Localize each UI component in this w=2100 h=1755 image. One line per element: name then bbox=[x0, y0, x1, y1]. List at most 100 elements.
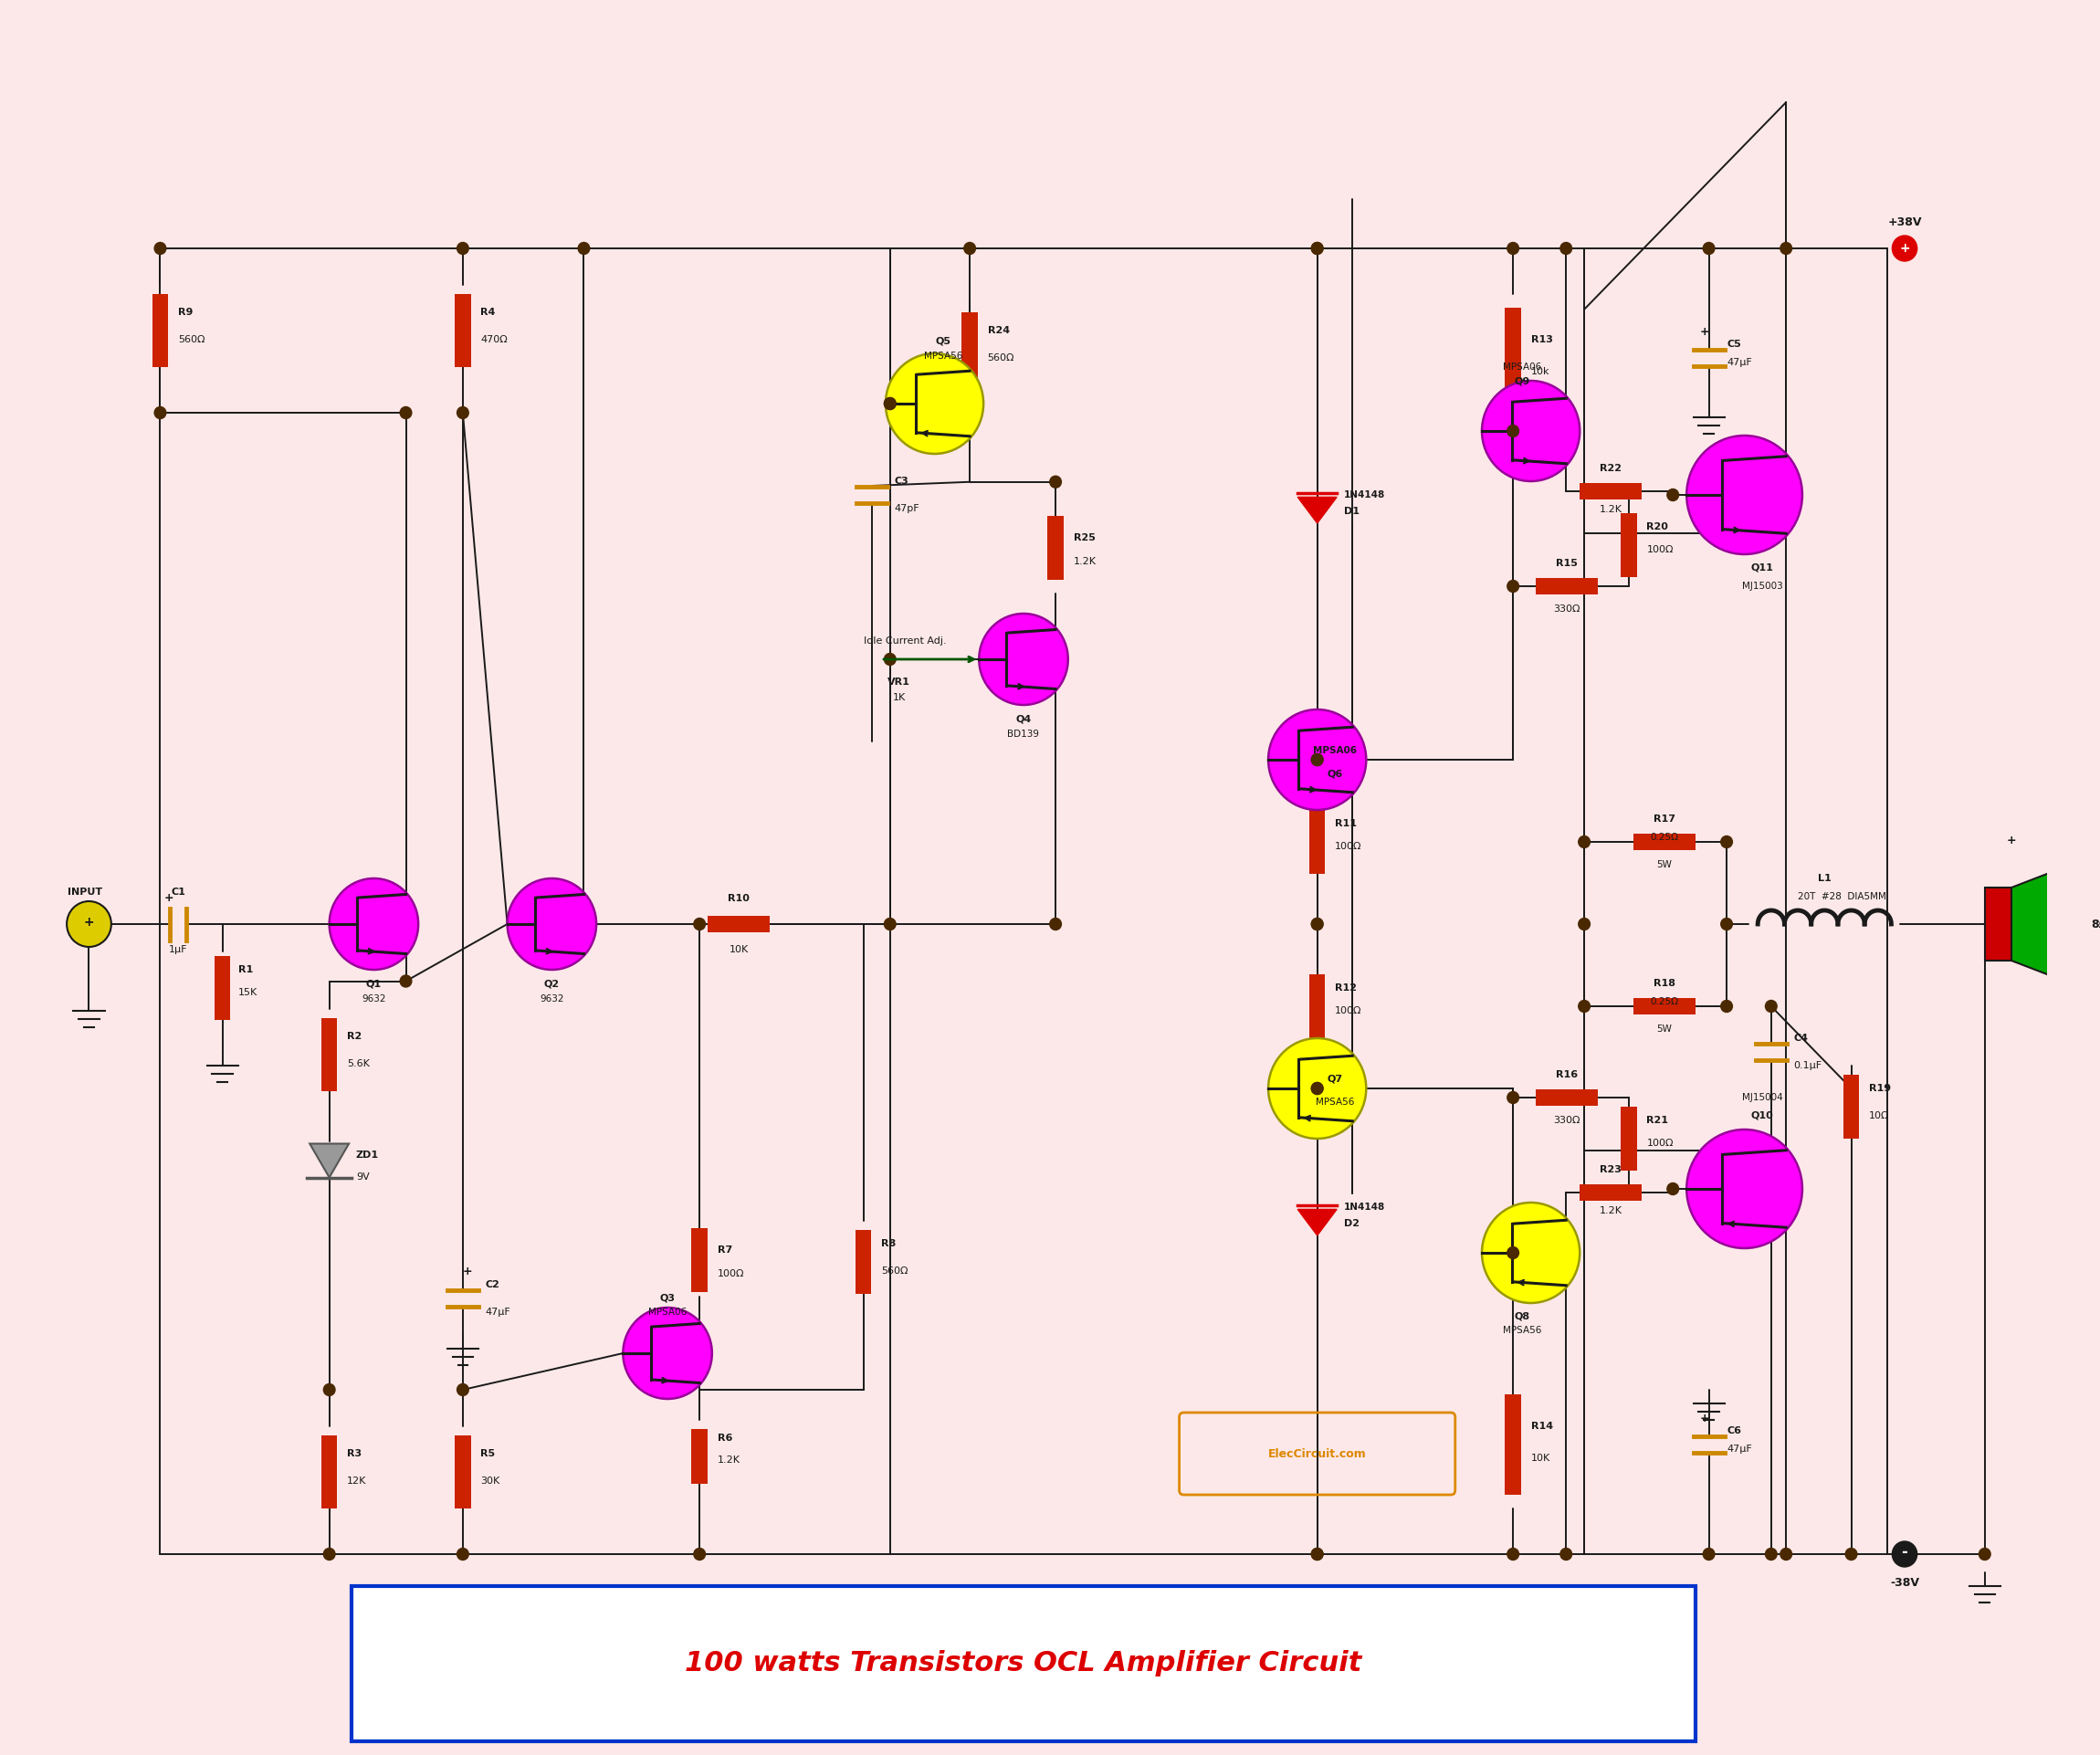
Circle shape bbox=[1508, 1246, 1518, 1258]
Text: 1.2K: 1.2K bbox=[1073, 556, 1096, 565]
Circle shape bbox=[1508, 1548, 1518, 1560]
Circle shape bbox=[458, 407, 468, 419]
Circle shape bbox=[1667, 490, 1678, 500]
Text: 10K: 10K bbox=[729, 946, 748, 955]
Circle shape bbox=[886, 353, 983, 455]
Text: C3: C3 bbox=[895, 477, 909, 486]
Text: 100 watts Transistors OCL Amplifier Circuit: 100 watts Transistors OCL Amplifier Circ… bbox=[685, 1650, 1363, 1678]
Polygon shape bbox=[1298, 497, 1338, 523]
Circle shape bbox=[458, 1548, 468, 1560]
Text: C4: C4 bbox=[1793, 1034, 1808, 1042]
Bar bbox=[691, 1429, 708, 1483]
Bar bbox=[1984, 888, 2012, 960]
Text: R10: R10 bbox=[729, 893, 750, 904]
Bar bbox=[1535, 1090, 1598, 1106]
Circle shape bbox=[693, 1548, 706, 1560]
Bar bbox=[321, 1436, 338, 1509]
Text: 47μF: 47μF bbox=[1726, 1444, 1751, 1453]
Circle shape bbox=[1310, 755, 1323, 765]
Circle shape bbox=[1686, 1130, 1802, 1248]
Circle shape bbox=[884, 398, 897, 409]
Text: 1K: 1K bbox=[892, 693, 905, 702]
Text: R12: R12 bbox=[1336, 983, 1357, 993]
Circle shape bbox=[1720, 918, 1732, 930]
Text: R7: R7 bbox=[718, 1246, 733, 1255]
Text: MPSA06: MPSA06 bbox=[1312, 746, 1357, 755]
Text: D2: D2 bbox=[1344, 1220, 1359, 1228]
Circle shape bbox=[1508, 242, 1518, 254]
Text: R20: R20 bbox=[1646, 523, 1667, 532]
Circle shape bbox=[401, 407, 412, 419]
Text: 1.2K: 1.2K bbox=[1600, 1206, 1621, 1216]
Text: 1.2K: 1.2K bbox=[1600, 505, 1621, 514]
Circle shape bbox=[1560, 1548, 1573, 1560]
Circle shape bbox=[1268, 709, 1367, 809]
Circle shape bbox=[155, 242, 166, 254]
Circle shape bbox=[1310, 755, 1323, 765]
Text: 100Ω: 100Ω bbox=[1646, 546, 1674, 555]
Text: Q2: Q2 bbox=[544, 979, 559, 988]
Text: R6: R6 bbox=[718, 1434, 733, 1443]
Text: R2: R2 bbox=[346, 1032, 361, 1041]
Text: +: + bbox=[1699, 1413, 1709, 1425]
Text: 9V: 9V bbox=[357, 1172, 370, 1183]
Text: 330Ω: 330Ω bbox=[1554, 1116, 1579, 1125]
Text: BD139: BD139 bbox=[1008, 730, 1040, 739]
Text: 15K: 15K bbox=[239, 988, 258, 997]
Circle shape bbox=[323, 1385, 336, 1395]
Text: +: + bbox=[2008, 835, 2016, 846]
Text: C6: C6 bbox=[1726, 1427, 1741, 1436]
Text: R1: R1 bbox=[239, 965, 254, 974]
FancyBboxPatch shape bbox=[351, 1587, 1695, 1741]
Circle shape bbox=[1781, 242, 1791, 254]
Text: +: + bbox=[164, 892, 174, 904]
Text: 9632: 9632 bbox=[540, 995, 565, 1004]
Text: 10k: 10k bbox=[1531, 367, 1550, 376]
Text: ZD1: ZD1 bbox=[357, 1150, 378, 1160]
Text: ElecCircuit.com: ElecCircuit.com bbox=[1476, 1629, 1586, 1643]
Text: C1: C1 bbox=[170, 888, 185, 897]
Text: Q7: Q7 bbox=[1327, 1074, 1342, 1085]
Text: R3: R3 bbox=[346, 1450, 361, 1458]
Text: 1N4148: 1N4148 bbox=[1344, 490, 1386, 500]
Circle shape bbox=[1703, 242, 1714, 254]
Text: R8: R8 bbox=[882, 1239, 897, 1248]
Text: 0.1μF: 0.1μF bbox=[1793, 1062, 1823, 1071]
Circle shape bbox=[1310, 918, 1323, 930]
Text: Q4: Q4 bbox=[1016, 714, 1031, 723]
Circle shape bbox=[1686, 435, 1802, 555]
Circle shape bbox=[1892, 235, 1917, 261]
Circle shape bbox=[1268, 1039, 1367, 1139]
Text: R23: R23 bbox=[1600, 1165, 1621, 1174]
Text: 10Ω: 10Ω bbox=[1869, 1111, 1890, 1120]
Text: ElecCircuit.com: ElecCircuit.com bbox=[1268, 1448, 1367, 1460]
Text: R18: R18 bbox=[1653, 979, 1676, 988]
Text: Q5: Q5 bbox=[937, 337, 951, 346]
Text: VR1: VR1 bbox=[888, 677, 909, 686]
Circle shape bbox=[1978, 1548, 1991, 1560]
Circle shape bbox=[508, 879, 596, 971]
Bar bbox=[1535, 577, 1598, 595]
Text: 47μF: 47μF bbox=[485, 1307, 510, 1316]
Text: MJ15003: MJ15003 bbox=[1741, 581, 1783, 591]
Polygon shape bbox=[309, 1144, 349, 1178]
Text: D1: D1 bbox=[1344, 507, 1359, 516]
Text: +: + bbox=[84, 916, 94, 928]
Text: MPSA06: MPSA06 bbox=[649, 1307, 687, 1316]
Text: +38V: +38V bbox=[1888, 216, 1922, 228]
Text: 100Ω: 100Ω bbox=[1336, 842, 1363, 851]
Text: R4: R4 bbox=[481, 307, 496, 318]
Circle shape bbox=[1667, 1183, 1678, 1195]
Text: R15: R15 bbox=[1556, 558, 1577, 569]
Bar bbox=[962, 312, 979, 386]
Text: R19: R19 bbox=[1869, 1085, 1892, 1093]
Bar bbox=[456, 295, 470, 367]
Bar bbox=[1048, 516, 1063, 579]
Text: 560Ω: 560Ω bbox=[178, 335, 206, 344]
Circle shape bbox=[1050, 476, 1060, 488]
Text: R22: R22 bbox=[1600, 463, 1621, 472]
Bar bbox=[151, 295, 168, 367]
Circle shape bbox=[1508, 581, 1518, 591]
Circle shape bbox=[1560, 242, 1573, 254]
Text: Q10: Q10 bbox=[1751, 1111, 1774, 1120]
